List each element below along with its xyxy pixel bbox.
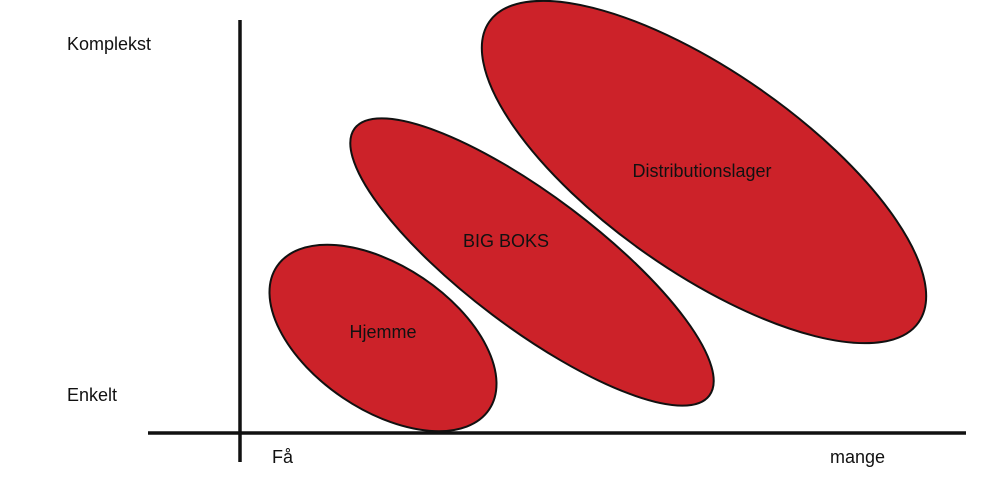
y-axis-bottom-label: Enkelt <box>67 385 117 405</box>
node-label: BIG BOKS <box>463 231 549 251</box>
x-axis-left-label: Få <box>272 447 294 467</box>
ellipse-hjemme <box>268 243 498 433</box>
ellipse-big-boks <box>349 117 715 407</box>
y-axis-top-label: Komplekst <box>67 34 151 54</box>
ellipse-distributionslager <box>480 0 928 345</box>
x-axis-right-label: mange <box>830 447 885 467</box>
node-label: Distributionslager <box>632 161 771 181</box>
node-label: Hjemme <box>349 322 416 342</box>
